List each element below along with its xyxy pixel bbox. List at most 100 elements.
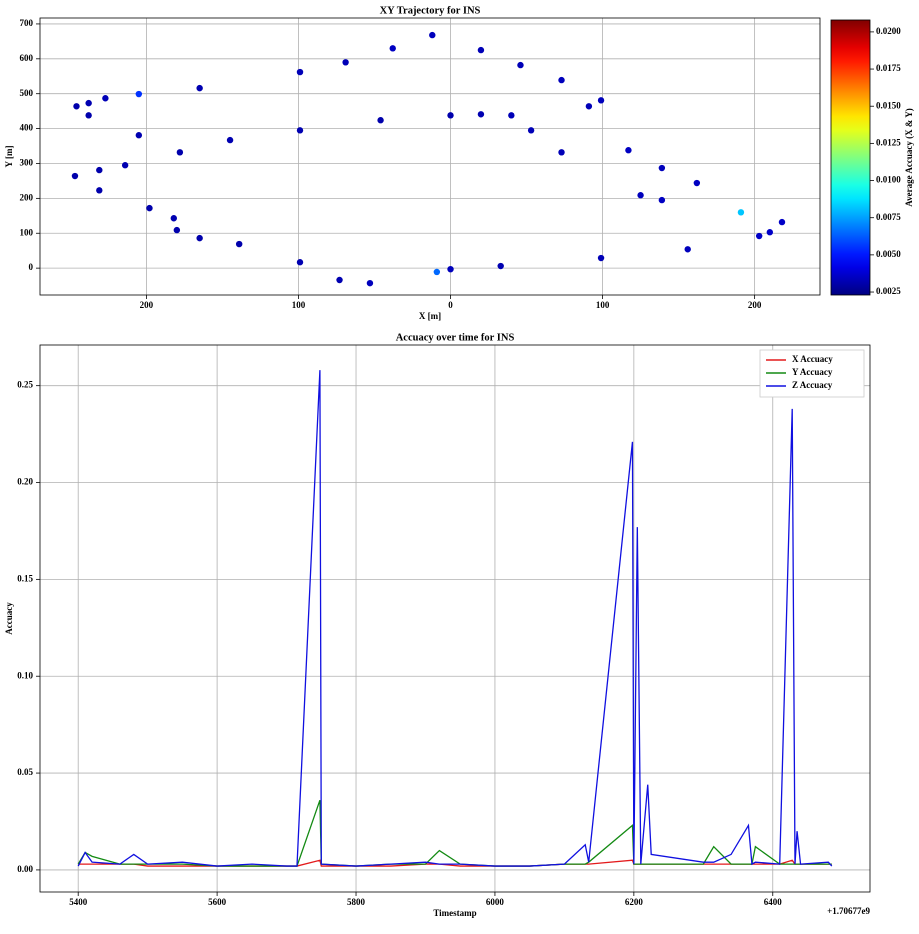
trajectory-point [121,162,129,169]
trajectory-point [296,259,304,266]
trajectory-point [336,276,343,284]
trajectory-point [429,31,436,39]
trajectory-point [342,59,349,66]
trajectory-point [637,192,644,199]
colorbar-tick-label: 0.0100 [876,175,901,185]
trajectory-point [755,232,763,240]
trajectory-point [296,68,304,76]
trajectory-point [447,112,454,119]
trajectory-point [658,196,666,204]
trajectory-point [366,279,374,287]
y-tick-label: 0.10 [17,670,33,680]
trajectory-point [447,265,454,273]
y-tick-label: 0.05 [17,767,33,777]
trajectory-point [196,234,203,242]
y-tick-label: 200 [20,192,34,202]
x-tick-label: 5800 [347,897,366,907]
trajectory-point [477,111,485,118]
plot-frame [39,344,871,893]
trajectory-point [658,164,666,172]
trajectory-point [377,117,384,124]
y-axis-label: Y [m] [4,146,14,168]
data-line [77,370,833,867]
y-tick-label: 600 [20,53,34,63]
y-tick-label: 400 [20,123,34,133]
trajectory-point [73,103,80,110]
trajectory-point [71,172,79,180]
trajectory-point [389,45,396,52]
trajectory-point [558,76,565,84]
x-axis-label: X [m] [419,311,441,321]
x-tick-label: 6000 [486,897,505,907]
colorbar-tick-label: 0.0050 [876,249,901,259]
trajectory-point [170,215,178,222]
trajectory-point [693,179,701,187]
trajectory-point [508,112,515,119]
colorbar-tick-label: 0.0075 [876,212,901,222]
trajectory-point [585,103,593,110]
x-tick-label: 6400 [764,897,783,907]
x-tick-label: 0 [448,300,453,310]
x-tick-label: 200 [748,300,762,310]
y-tick-label: 0.20 [17,477,33,487]
x-axis-label: Timestamp [433,908,476,918]
trajectory-point [597,97,605,104]
trajectory-point [558,149,565,156]
trajectory-point [433,268,441,276]
x-tick-label: 200 [140,300,154,310]
trajectory-point [296,127,304,134]
y-tick-label: 0.15 [17,573,33,583]
trajectory-point [85,99,92,107]
trajectory-point [684,246,691,253]
colorbar-tick-label: 0.0125 [876,137,901,147]
trajectory-point [477,46,485,54]
trajectory-point [85,112,92,119]
colorbar-tick-label: 0.0150 [876,100,901,110]
legend-label: X Accuacy [792,354,833,364]
legend-label: Z Accuacy [792,380,833,390]
colorbar-label: Average Accuacy (X & Y) [904,108,914,206]
trajectory-point [96,166,103,174]
y-tick-label: 0 [29,262,34,272]
trajectory-point [737,209,745,216]
x-tick-label: 6200 [625,897,644,907]
colorbar-tick-label: 0.0175 [876,63,901,73]
chart-title: Accuacy over time for INS [396,332,515,343]
x-tick-label: 100 [596,300,610,310]
trajectory-point [173,226,181,234]
trajectory-point [176,149,184,156]
y-tick-label: 700 [20,18,34,28]
chart-title: XY Trajectory for INS [380,5,481,16]
x-tick-label: 5600 [208,897,227,907]
colorbar-tick-label: 0.0025 [876,286,901,296]
trajectory-point [96,187,103,194]
trajectory-point [235,240,243,248]
y-tick-label: 0.25 [17,380,33,390]
x-offset-text: +1.70677e9 [827,906,870,916]
trajectory-point [625,147,632,154]
trajectory-point [778,218,786,226]
trajectory-point [597,254,605,262]
trajectory-point [196,84,203,92]
trajectory-point [146,204,153,212]
colorbar [830,19,871,296]
trajectory-point [135,90,143,98]
trajectory-point [226,136,234,144]
legend-label: Y Accuacy [792,367,833,377]
y-tick-label: 100 [20,227,34,237]
trajectory-point [497,262,504,270]
y-axis-label: Accuacy [4,602,14,635]
colorbar-tick-label: 0.0200 [876,26,901,36]
x-tick-label: 5400 [69,897,88,907]
plot-frame [39,17,821,296]
y-tick-label: 0.00 [17,864,33,874]
trajectory-point [517,61,524,69]
y-tick-label: 500 [20,88,34,98]
trajectory-point [135,132,143,139]
trajectory-point [527,127,535,134]
y-tick-label: 300 [20,158,34,168]
x-tick-label: 100 [292,300,306,310]
trajectory-point [102,95,109,102]
